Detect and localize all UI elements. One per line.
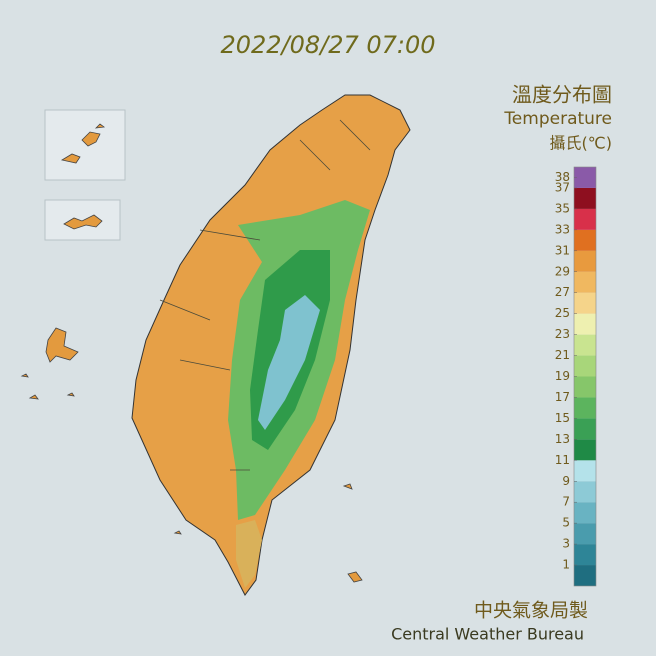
colorbar-band: [574, 334, 596, 356]
colorbar-tick-label: 5: [562, 516, 570, 530]
colorbar-tick-label: 17: [555, 390, 570, 404]
colorbar-band: [574, 208, 596, 230]
colorbar-tick-label: 9: [562, 474, 570, 488]
colorbar-tick-label: 3: [562, 537, 570, 551]
colorbar-band: [574, 397, 596, 419]
colorbar-tick-label: 1: [562, 558, 570, 572]
colorbar-tick-label: 29: [555, 264, 570, 278]
colorbar-band: [574, 544, 596, 566]
colorbar-band: [574, 313, 596, 335]
colorbar-tick-label: 35: [555, 201, 570, 215]
colorbar-tick-label: 15: [555, 411, 570, 425]
colorbar-tick-label: 37: [555, 180, 570, 194]
colorbar-band: [574, 481, 596, 503]
footer-en: Central Weather Bureau: [391, 625, 584, 644]
colorbar-band: [574, 439, 596, 461]
colorbar-tick-label: 27: [555, 285, 570, 299]
colorbar-band: [574, 229, 596, 251]
colorbar-band: [574, 565, 596, 586]
legend-title-en: Temperature: [503, 109, 612, 129]
colorbar-tick-label: 11: [555, 453, 570, 467]
colorbar-band: [574, 523, 596, 545]
colorbar-tick-label: 7: [562, 495, 570, 509]
legend-unit: 攝氏(℃): [550, 134, 612, 153]
colorbar-tick-label: 38: [555, 170, 570, 184]
map-title: 2022/08/27 07:00: [220, 31, 435, 59]
colorbar-band: [574, 460, 596, 482]
colorbar-tick-label: 21: [555, 348, 570, 362]
colorbar-tick-label: 23: [555, 327, 570, 341]
colorbar-band: [574, 376, 596, 398]
colorbar-tick-label: 19: [555, 369, 570, 383]
colorbar-tick-label: 13: [555, 432, 570, 446]
colorbar-band: [574, 355, 596, 377]
colorbar-band: [574, 502, 596, 524]
inset-kinmen-matsu: [44, 109, 126, 181]
islands: [20, 327, 363, 583]
colorbar-tick-label: 25: [555, 306, 570, 320]
legend-title-zh: 溫度分布圖: [512, 83, 612, 107]
colorbar-tick-label: 31: [555, 243, 570, 257]
inset-kinmen: [44, 199, 121, 241]
colorbar-tick-label: 33: [555, 222, 570, 236]
colorbar-band: [574, 250, 596, 272]
colorbar-band: [574, 167, 596, 188]
footer-zh: 中央氣象局製: [474, 600, 588, 622]
colorbar-band: [574, 292, 596, 314]
taiwan-island: [131, 94, 411, 596]
colorbar-band: [574, 418, 596, 440]
colorbar-band: [574, 271, 596, 293]
colorbar-band: [574, 187, 596, 209]
